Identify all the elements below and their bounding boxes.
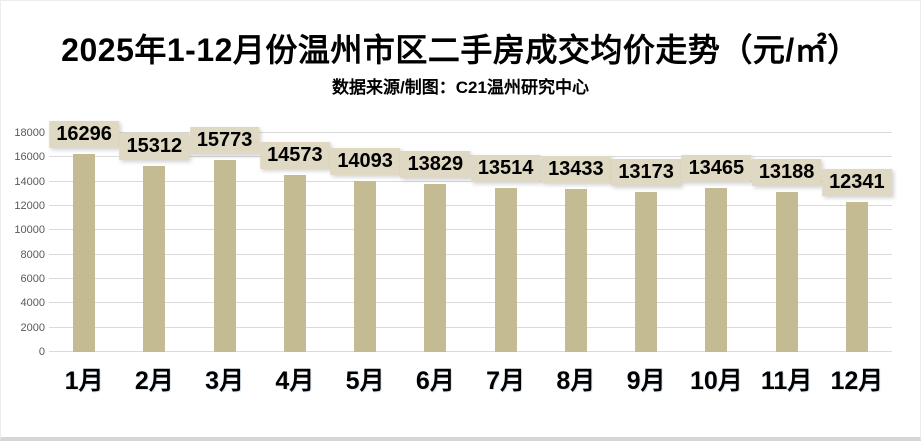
gridline	[49, 156, 892, 158]
value-label-12月: 12341	[822, 168, 892, 196]
value-label-11月: 13188	[751, 158, 822, 186]
value-label-2月: 15312	[119, 132, 190, 160]
bar-4月	[283, 174, 306, 352]
value-label-9月: 13173	[611, 158, 681, 186]
value-label-4月: 14573	[260, 141, 330, 169]
bar-8月	[564, 188, 587, 352]
plot-area: 16296 15312 15773 14573 14093 13829 13514 13433…	[49, 120, 892, 352]
y-axis-tick: 6000	[20, 273, 45, 285]
gridline	[49, 278, 892, 279]
bar-7月	[494, 187, 517, 352]
y-axis-tick: 10000	[14, 224, 45, 237]
chart-subtitle: 数据来源/制图：C21温州研究中心	[332, 78, 589, 97]
x-axis-label-11月: 11月	[760, 367, 813, 395]
y-axis-tick: 2000	[20, 321, 45, 334]
gridline	[49, 180, 892, 182]
x-axis-label-5月: 5月	[345, 367, 385, 395]
gridline	[49, 302, 892, 304]
x-axis-label-7月: 7月	[486, 367, 526, 395]
gridline	[49, 326, 892, 328]
value-label-1月: 16296	[49, 120, 119, 148]
y-axis-tick: 18000	[14, 127, 45, 139]
bar-6月	[424, 183, 447, 352]
bar-1月	[73, 153, 96, 352]
bar-2月	[143, 165, 166, 352]
gridline	[49, 351, 892, 352]
bar-12月	[845, 201, 868, 352]
gridline	[49, 205, 892, 206]
chart-title: 2025年1-12月份温州市区二手房成交均价走势（元/㎡）	[61, 32, 860, 68]
x-axis-label-9月: 9月	[626, 367, 666, 395]
y-axis-tick: 16000	[14, 151, 45, 164]
bar-10月	[705, 188, 728, 352]
value-label-6月: 13829	[400, 150, 471, 178]
x-axis-label-6月: 6月	[415, 367, 455, 395]
gridline	[49, 229, 892, 231]
x-axis-label-8月: 8月	[556, 367, 596, 395]
value-label-10月: 13465	[681, 155, 752, 183]
x-axis-label-1月: 1月	[64, 367, 104, 395]
value-label-8月: 13433	[541, 155, 611, 183]
bar-11月	[775, 191, 798, 352]
bar-9月	[635, 191, 658, 352]
x-axis-label-2月: 2月	[134, 367, 174, 395]
value-label-5月: 14093	[330, 147, 400, 175]
x-axis-label-12月: 12月	[830, 367, 884, 395]
value-label-7月: 13514	[470, 154, 541, 182]
gridline	[49, 253, 892, 255]
gridline	[49, 132, 892, 133]
y-axis-tick: 12000	[14, 200, 45, 212]
bar-5月	[354, 180, 377, 352]
x-axis-label-10月: 10月	[689, 367, 743, 395]
y-axis-tick: 0	[38, 346, 45, 358]
bar-3月	[213, 160, 236, 352]
y-axis-tick: 8000	[20, 248, 45, 261]
y-axis-tick: 4000	[20, 297, 45, 310]
x-axis-label-4月: 4月	[275, 367, 315, 395]
x-axis-label-3月: 3月	[205, 367, 245, 395]
y-axis-tick: 14000	[14, 175, 45, 188]
value-label-3月: 15773	[189, 127, 260, 155]
